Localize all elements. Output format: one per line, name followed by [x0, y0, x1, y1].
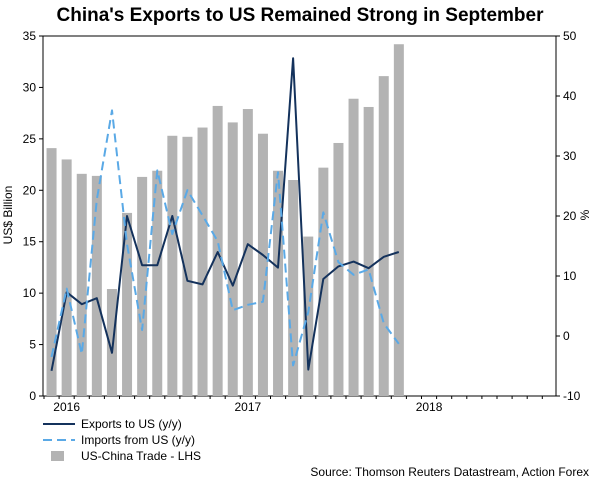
right-axis-ticks: -10 0 10 20 30 40 50 [556, 29, 581, 403]
trade-bar [212, 105, 223, 396]
trade-bar [393, 44, 404, 396]
right-tick-label: 30 [563, 149, 577, 163]
x-tick-label: 2018 [416, 400, 443, 414]
trade-bar [76, 173, 87, 396]
lines-group [50, 57, 400, 371]
trade-bar [242, 109, 253, 397]
trade-bar [46, 148, 57, 396]
left-tick-label: 5 [29, 338, 36, 352]
right-tick-label: 50 [563, 29, 577, 43]
trade-bar [348, 98, 359, 396]
trade-bar [61, 159, 72, 396]
trade-bar [167, 135, 178, 396]
left-tick-label: 30 [23, 80, 37, 94]
imports-line [50, 109, 400, 367]
trade-bar [378, 76, 389, 396]
trade-bar [303, 236, 314, 396]
x-tick-label: 2017 [234, 400, 261, 414]
exports-line [50, 57, 400, 371]
trade-bar [91, 175, 102, 396]
trade-bar [106, 289, 117, 396]
left-tick-label: 25 [23, 132, 37, 146]
y-axis-label-right: % [578, 209, 592, 220]
trade-bar [227, 122, 238, 397]
bars-group [46, 44, 404, 397]
x-axis-ticks: 2016 2017 2018 [43, 396, 543, 414]
y-axis-label-left: US$ Billion [1, 186, 15, 245]
left-tick-label: 20 [23, 183, 37, 197]
right-tick-label: 10 [563, 269, 577, 283]
x-tick-label: 2016 [53, 400, 80, 414]
trade-bar [273, 170, 284, 396]
trade-bar [197, 127, 208, 397]
legend: Exports to US (y/y) Imports from US (y/y)… [43, 417, 201, 463]
legend-label: Exports to US (y/y) [81, 417, 182, 431]
trade-bar [363, 106, 374, 396]
source-note: Source: Thomson Reuters Datastream, Acti… [310, 465, 589, 479]
trade-bar [288, 180, 299, 396]
left-tick-label: 0 [29, 389, 36, 403]
legend-swatch-bar [51, 451, 64, 461]
trade-bar [152, 170, 163, 396]
right-tick-label: -10 [563, 389, 581, 403]
trade-bar [257, 133, 268, 396]
trade-bar [333, 142, 344, 396]
legend-label: US-China Trade - LHS [81, 449, 201, 463]
right-tick-label: 20 [563, 209, 577, 223]
left-axis-ticks: 0 5 10 15 20 25 30 35 [23, 29, 43, 403]
chart-title: China's Exports to US Remained Strong in… [57, 5, 545, 26]
trade-bar [122, 212, 133, 396]
left-tick-label: 15 [23, 235, 37, 249]
legend-label: Imports from US (y/y) [81, 433, 195, 447]
trade-bar [137, 176, 148, 396]
left-tick-label: 10 [23, 286, 37, 300]
right-tick-label: 40 [563, 89, 577, 103]
right-tick-label: 0 [563, 329, 570, 343]
left-tick-label: 35 [23, 29, 37, 43]
plot-area [42, 35, 557, 397]
trade-bar [182, 136, 193, 397]
